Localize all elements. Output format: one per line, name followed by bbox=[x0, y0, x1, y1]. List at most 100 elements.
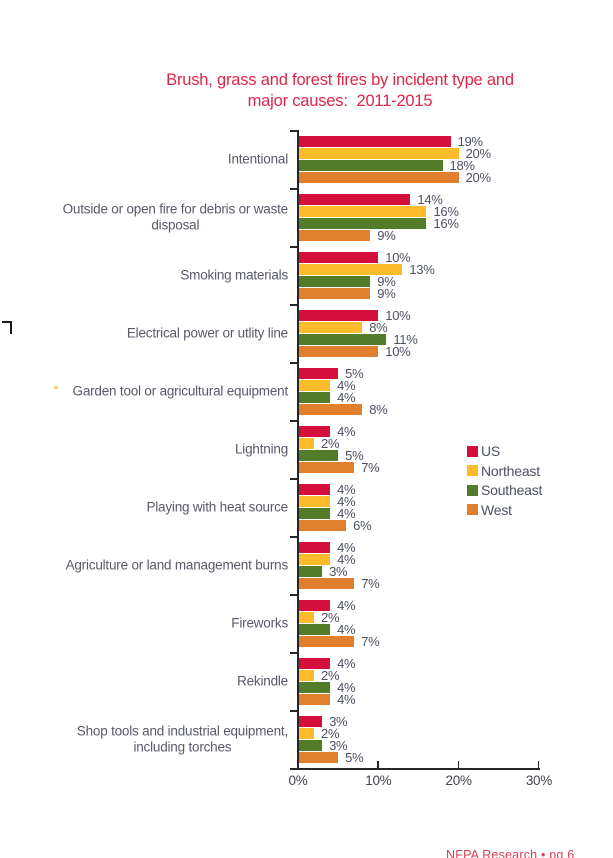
legend-label: Southeast bbox=[481, 482, 543, 498]
bar-northeast bbox=[298, 612, 315, 623]
category-label: Playing with heat source bbox=[146, 499, 288, 515]
bar-us bbox=[298, 426, 331, 437]
bar-northeast bbox=[298, 728, 315, 739]
value-label: 5% bbox=[344, 750, 365, 765]
category-label: Smoking materials bbox=[180, 267, 288, 283]
value-label: 6% bbox=[352, 518, 373, 533]
x-axis-tick-label: 30% bbox=[525, 773, 552, 788]
category-label: Outside or open fire for debris or waste… bbox=[62, 201, 289, 233]
category-label: Lightning bbox=[235, 441, 288, 457]
value-label: 2% bbox=[320, 436, 341, 451]
bar-us bbox=[298, 136, 451, 147]
y-axis-line bbox=[297, 130, 299, 768]
legend-label: West bbox=[481, 501, 512, 518]
chart-title: Brush, grass and forest fires by inciden… bbox=[115, 70, 565, 112]
category-label: Garden tool or agricultural equipment bbox=[72, 383, 289, 399]
value-label: 4% bbox=[336, 656, 357, 671]
bar-west bbox=[298, 636, 355, 647]
value-label: 16% bbox=[432, 204, 460, 219]
bar-northeast bbox=[298, 438, 315, 449]
bar-west bbox=[298, 288, 371, 299]
legend-item-northeast: Northeast bbox=[467, 464, 540, 478]
value-label: 4% bbox=[336, 482, 357, 497]
value-label: 7% bbox=[360, 634, 381, 649]
value-label: 4% bbox=[336, 552, 357, 567]
bar-northeast bbox=[298, 322, 363, 333]
bar-northeast bbox=[298, 264, 403, 275]
bar-us bbox=[298, 658, 331, 669]
value-label: 5% bbox=[344, 448, 365, 463]
y-axis-tick bbox=[290, 710, 297, 712]
value-label: 4% bbox=[336, 622, 357, 637]
value-label: 13% bbox=[408, 262, 436, 277]
value-label: 4% bbox=[336, 506, 357, 521]
category-label: Rekindle bbox=[237, 673, 288, 689]
x-axis-tick bbox=[377, 761, 379, 768]
value-label: 9% bbox=[376, 286, 397, 301]
x-axis-tick-label: 10% bbox=[365, 773, 392, 788]
bar-west bbox=[298, 172, 459, 183]
bar-southeast bbox=[298, 276, 371, 287]
value-label: 18% bbox=[448, 158, 476, 173]
page-edge-artifact bbox=[2, 321, 12, 334]
value-label: 7% bbox=[360, 460, 381, 475]
legend-swatch-us bbox=[467, 445, 478, 457]
x-axis-tick bbox=[457, 761, 460, 768]
y-axis-tick bbox=[290, 478, 297, 480]
category-label: Fireworks bbox=[231, 615, 288, 631]
value-label: 4% bbox=[336, 692, 357, 707]
bar-us bbox=[298, 542, 331, 553]
bar-west bbox=[298, 520, 347, 531]
category-label: Agriculture or land management burns bbox=[65, 557, 289, 573]
bar-southeast bbox=[298, 392, 331, 403]
value-label: 10% bbox=[384, 250, 412, 265]
bar-southeast bbox=[298, 682, 331, 693]
value-label: 2% bbox=[320, 668, 341, 683]
y-axis-tick bbox=[290, 362, 297, 364]
value-label: 4% bbox=[336, 378, 357, 393]
value-label: 2% bbox=[320, 610, 341, 625]
bar-us bbox=[298, 252, 379, 263]
value-label: 8% bbox=[368, 320, 389, 335]
y-axis-tick bbox=[290, 246, 297, 248]
category-label: Shop tools and industrial equipment, inc… bbox=[76, 723, 288, 755]
bar-northeast bbox=[298, 148, 459, 159]
bar-southeast bbox=[298, 334, 387, 345]
value-label: 5% bbox=[344, 366, 365, 381]
x-axis-tick-label: 0% bbox=[288, 773, 308, 788]
bar-us bbox=[298, 600, 331, 611]
value-label: 4% bbox=[336, 598, 357, 613]
bar-us bbox=[298, 716, 323, 727]
legend-label: Northeast bbox=[481, 462, 540, 479]
x-axis-tick-label: 20% bbox=[445, 773, 472, 788]
bar-west bbox=[298, 752, 339, 763]
value-label: 4% bbox=[336, 424, 357, 439]
bar-us bbox=[298, 310, 379, 321]
value-label: 4% bbox=[336, 390, 357, 405]
category-label: Intentional bbox=[227, 151, 288, 167]
bar-west bbox=[298, 230, 371, 241]
bar-southeast bbox=[298, 624, 331, 635]
value-label: 4% bbox=[336, 494, 357, 509]
bar-west bbox=[298, 462, 355, 473]
bar-us bbox=[298, 484, 331, 495]
y-axis-tick bbox=[290, 420, 297, 422]
value-label: 11% bbox=[392, 332, 419, 347]
y-axis-tick bbox=[290, 188, 297, 190]
bar-northeast bbox=[298, 380, 331, 391]
bar-us bbox=[298, 368, 339, 379]
bar-west bbox=[298, 578, 355, 589]
legend-label: US bbox=[481, 443, 501, 459]
chart-title-line2: major causes: 2011-2015 bbox=[247, 92, 433, 110]
value-label: 19% bbox=[456, 134, 484, 149]
bar-southeast bbox=[298, 160, 443, 171]
y-axis-tick bbox=[290, 130, 297, 132]
y-axis-tick bbox=[290, 768, 297, 770]
value-label: 3% bbox=[328, 564, 349, 579]
value-label: 10% bbox=[384, 308, 412, 323]
bar-west bbox=[298, 694, 331, 705]
value-label: 2% bbox=[320, 726, 341, 741]
y-axis-tick bbox=[290, 536, 297, 538]
value-label: 16% bbox=[432, 216, 460, 231]
